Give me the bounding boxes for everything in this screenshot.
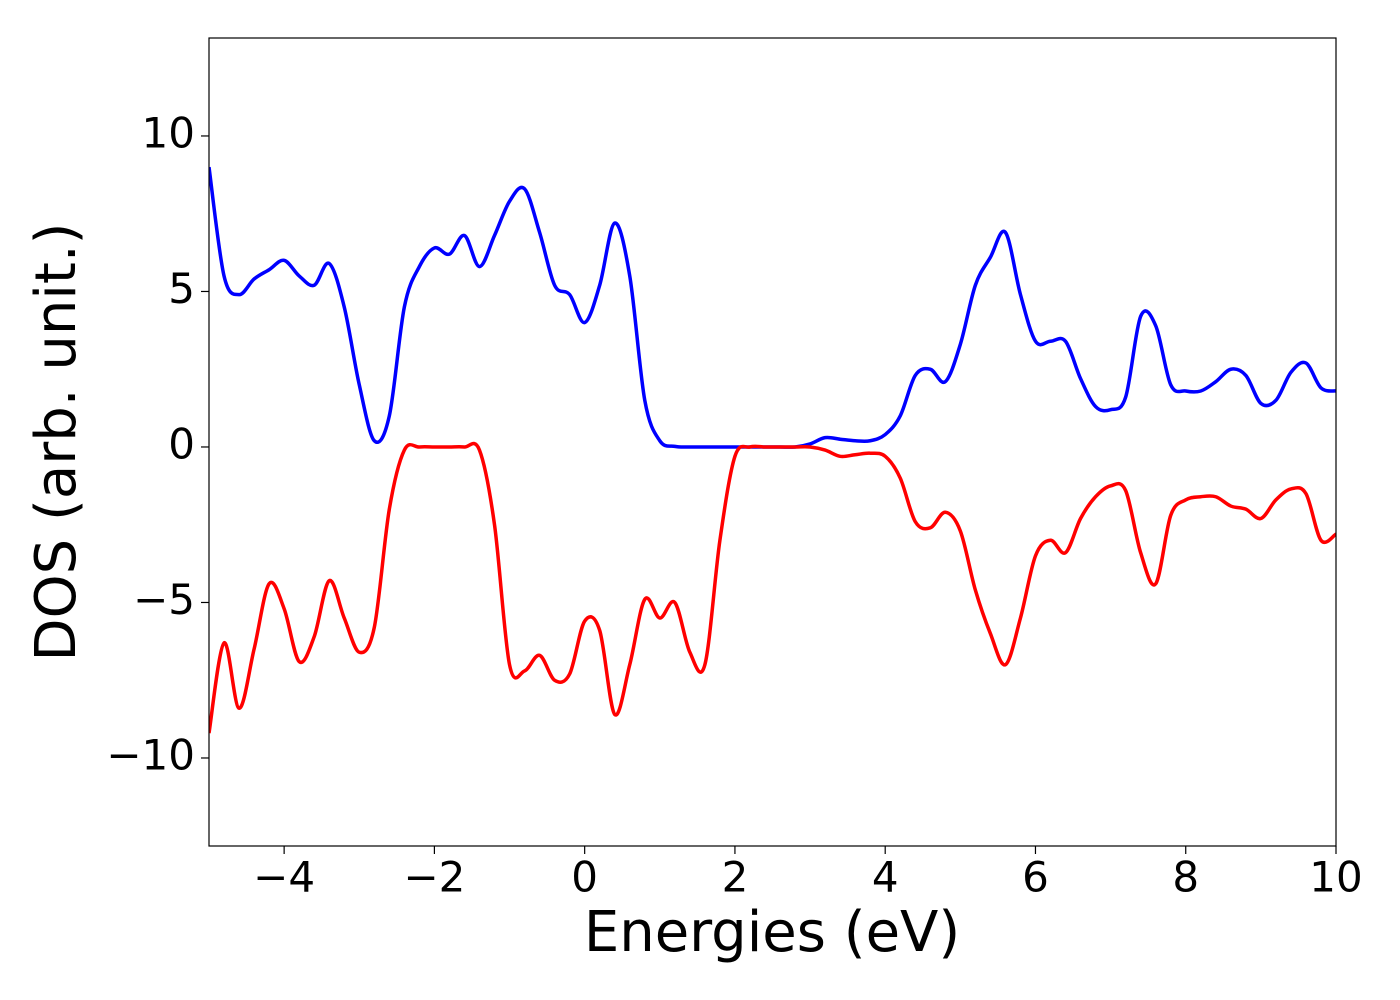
x-tick-label: 2 — [722, 853, 749, 902]
y-tick-label: −5 — [133, 575, 195, 624]
x-axis-label: Energies (eV) — [584, 900, 960, 965]
y-tick-label: 5 — [168, 264, 195, 313]
plot-area — [209, 166, 1336, 734]
y-axis-label: DOS (arb. unit.) — [24, 222, 89, 661]
dos-line — [209, 166, 1336, 449]
x-tick-label: −2 — [403, 853, 465, 902]
x-tick-label: 0 — [571, 853, 598, 902]
x-tick-label: −4 — [253, 853, 315, 902]
x-tick-label: 4 — [872, 853, 899, 902]
x-tick-label: 6 — [1022, 853, 1049, 902]
y-tick-label: 10 — [142, 108, 195, 157]
x-tick-label: 10 — [1309, 853, 1362, 902]
y-tick-label: 0 — [168, 419, 195, 468]
dos-line — [209, 441, 1336, 734]
x-tick-label: 8 — [1172, 853, 1199, 902]
y-tick-label: −10 — [106, 730, 195, 779]
axes-frame — [208, 37, 1337, 847]
